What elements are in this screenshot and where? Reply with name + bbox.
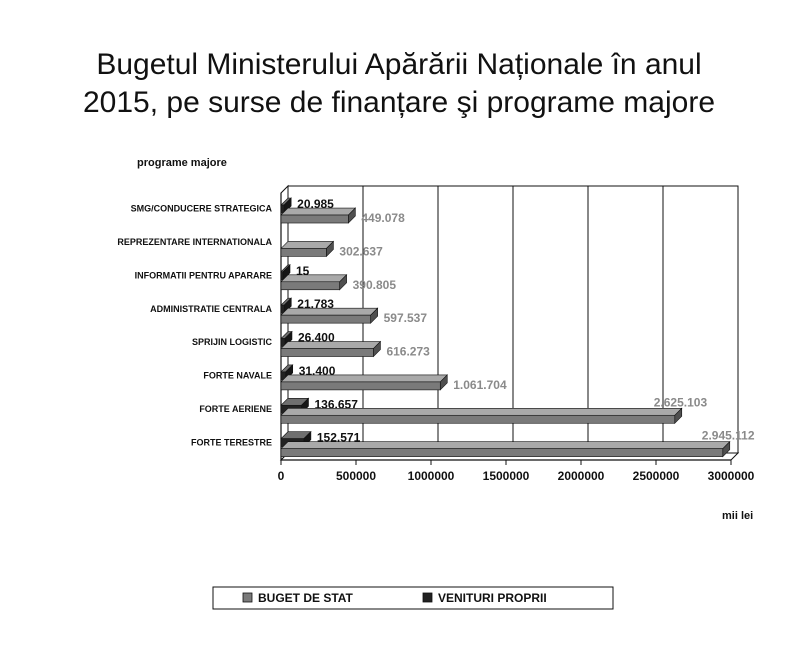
x-tick-label-3000000: 3000000 [708, 469, 755, 483]
data-label-venituri-proprii-forte-terestre: 152.571 [317, 431, 361, 445]
y-axis-label: programe majore [137, 157, 227, 169]
bar-venituri-proprii-administratie-centrala [280, 297, 292, 314]
category-label-forte-navale: FORTE NAVALE [203, 371, 272, 381]
bar-buget-de-stat-forte-terestre [280, 440, 731, 458]
bar-buget-de-stat-smg-conducere-strategica [280, 207, 357, 224]
data-label-buget-de-stat-sprijin-logistic: 616.273 [386, 345, 430, 359]
legend-label-venituri-proprii: VENITURI PROPRII [438, 591, 547, 605]
legend-box [212, 586, 614, 610]
data-label-buget-de-stat-administratie-centrala: 597.537 [384, 311, 428, 325]
x-tick-label-0: 0 [278, 469, 285, 483]
category-label-reprezentare-internationala: REPREZENTARE INTERNATIONALA [117, 237, 272, 247]
data-labels: 20.985 449.078 302.637 15 390.805 21.783 597.5… [296, 197, 755, 445]
x-tick-label-1500000: 1500000 [483, 469, 530, 483]
category-label-forte-aeriene: FORTE AERIENE [199, 404, 272, 414]
legend-item-buget-de-stat: BUGET DE STAT [242, 591, 354, 605]
bar-venituri-proprii-smg-conducere-strategica [280, 197, 292, 214]
x-tick-label-2000000: 2000000 [558, 469, 605, 483]
bar-buget-de-stat-informatii-pentru-aparare [280, 274, 348, 291]
x-tick-label-2500000: 2500000 [633, 469, 680, 483]
legend-item-venituri-proprii: VENITURI PROPRII [422, 591, 547, 605]
x-axis-label: mii lei [722, 510, 753, 522]
category-label-informatii-pentru-aparare: INFORMATII PENTRU APARARE [135, 270, 272, 280]
data-label-buget-de-stat-forte-terestre: 2.945.112 [702, 429, 755, 443]
category-label-forte-terestre: FORTE TERESTRE [191, 437, 272, 447]
bar-buget-de-stat-reprezentare-internationala [280, 240, 335, 258]
data-label-buget-de-stat-smg-conducere-strategica: 449.078 [361, 211, 405, 225]
data-label-buget-de-stat-informatii-pentru-aparare: 390.805 [353, 278, 397, 292]
data-label-venituri-proprii-administratie-centrala: 21.783 [297, 297, 334, 311]
bar-buget-de-stat-forte-aeriene [280, 407, 683, 425]
legend-swatch-buget-de-stat [242, 592, 253, 603]
chart-title: Bugetul Ministerului Apărării Naționale … [0, 46, 798, 122]
data-label-venituri-proprii-forte-aeriene: 136.657 [314, 397, 358, 411]
legend-label-buget-de-stat: BUGET DE STAT [258, 591, 354, 605]
data-label-buget-de-stat-forte-aeriene: 2.625.103 [654, 395, 708, 409]
bar-buget-de-stat-forte-navale [280, 374, 448, 391]
data-label-venituri-proprii-sprijin-logistic: 26.400 [298, 331, 335, 345]
data-label-venituri-proprii-smg-conducere-strategica: 20.985 [297, 197, 334, 211]
category-label-administratie-centrala: ADMINISTRATIE CENTRALA [150, 304, 272, 314]
bar-venituri-proprii-informatii-pentru-aparare [280, 264, 291, 281]
x-tick-label-500000: 500000 [336, 469, 376, 483]
bar-buget-de-stat-sprijin-logistic [280, 340, 382, 358]
data-label-buget-de-stat-reprezentare-internationala: 302.637 [339, 244, 383, 258]
data-label-buget-de-stat-forte-navale: 1.061.704 [453, 378, 507, 392]
legend-swatch-venituri-proprii [422, 592, 433, 603]
bars [280, 197, 731, 458]
category-label-sprijin-logistic: SPRIJIN LOGISTIC [192, 337, 273, 347]
chart-title-line-2: 2015, pe surse de finanțare şi programe … [82, 86, 716, 119]
bar-buget-de-stat-administratie-centrala [280, 307, 379, 324]
chart-title-line-1: Bugetul Ministerului Apărării Naționale … [96, 48, 702, 81]
legend: BUGET DE STAT VENITURI PROPRII [212, 586, 614, 610]
data-label-venituri-proprii-forte-navale: 31.400 [299, 364, 336, 378]
data-label-venituri-proprii-informatii-pentru-aparare: 15 [296, 264, 310, 278]
category-label-smg-conducere-strategica: SMG/CONDUCERE STRATEGICA [131, 204, 273, 214]
x-tick-label-1000000: 1000000 [408, 469, 455, 483]
